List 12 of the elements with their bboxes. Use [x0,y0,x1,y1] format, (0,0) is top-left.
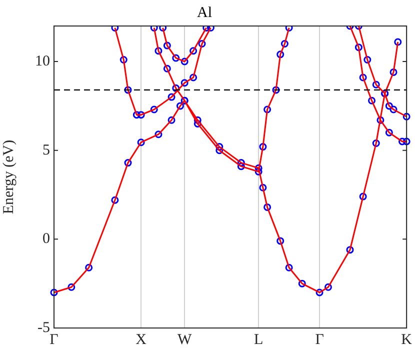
y-tick-label: 5 [42,142,50,158]
chart-title: Al [197,4,212,21]
x-tick-label: Γ [50,332,59,348]
y-tick-label: 10 [35,53,50,70]
y-tick-label: 0 [42,231,50,248]
x-tick-label: L [254,332,264,348]
y-axis-title: Energy (eV) [0,140,17,214]
x-tick-label: K [401,332,412,348]
x-tick-label: X [136,332,147,348]
x-tick-label: Γ [315,332,324,348]
y-tick-label: -5 [38,320,50,336]
x-tick-label: W [178,332,192,348]
